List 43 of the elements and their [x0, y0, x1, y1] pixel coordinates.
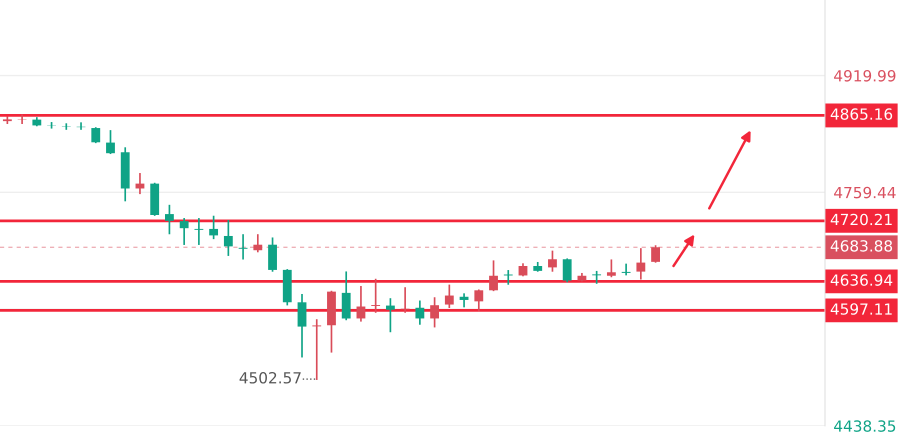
candlestick [622, 264, 631, 276]
candlestick [562, 258, 572, 282]
candlestick [400, 287, 410, 313]
candlestick [106, 130, 115, 154]
candlestick [548, 250, 557, 272]
candlestick [238, 234, 248, 260]
ref-line-label: 4865.16 [830, 108, 892, 120]
ref-line-label: 4636.94 [830, 274, 892, 286]
candlestick [209, 216, 218, 240]
ref-line-label: 4597.11 [830, 303, 892, 315]
candlestick [2, 116, 13, 124]
candlestick [518, 263, 528, 276]
candlestick [636, 248, 646, 280]
candlestick [460, 293, 468, 308]
candlestick [356, 286, 366, 322]
candlestick [592, 270, 602, 284]
candlestick [180, 218, 189, 245]
candlestick [430, 297, 440, 328]
candlestick [504, 270, 513, 285]
ref-line-label: 4720.21 [830, 214, 892, 226]
candlestick [386, 298, 395, 332]
annotation: 4502.57 [240, 372, 301, 384]
candlestick [444, 284, 454, 308]
candlestick [371, 278, 380, 313]
candlestick [136, 173, 144, 194]
candlestick [253, 234, 262, 252]
candlestick [194, 218, 204, 245]
candlestick [165, 204, 174, 234]
candlestick [76, 122, 86, 130]
y-tick-label: 4759.44 [834, 186, 896, 198]
candlestick [474, 289, 484, 312]
y-tick-label: 4438.35 [834, 420, 896, 432]
candlestick [415, 300, 424, 325]
candlestick [91, 127, 100, 144]
candlestick [312, 319, 322, 380]
candlestick [651, 245, 660, 263]
ref-line-label: 4683.88 [830, 240, 892, 252]
candlestick [62, 123, 71, 130]
candlestick [489, 260, 498, 292]
candlestick [224, 220, 233, 256]
candlestick [606, 259, 616, 278]
y-tick-label: 4919.99 [834, 70, 896, 82]
candlestick [18, 114, 27, 124]
